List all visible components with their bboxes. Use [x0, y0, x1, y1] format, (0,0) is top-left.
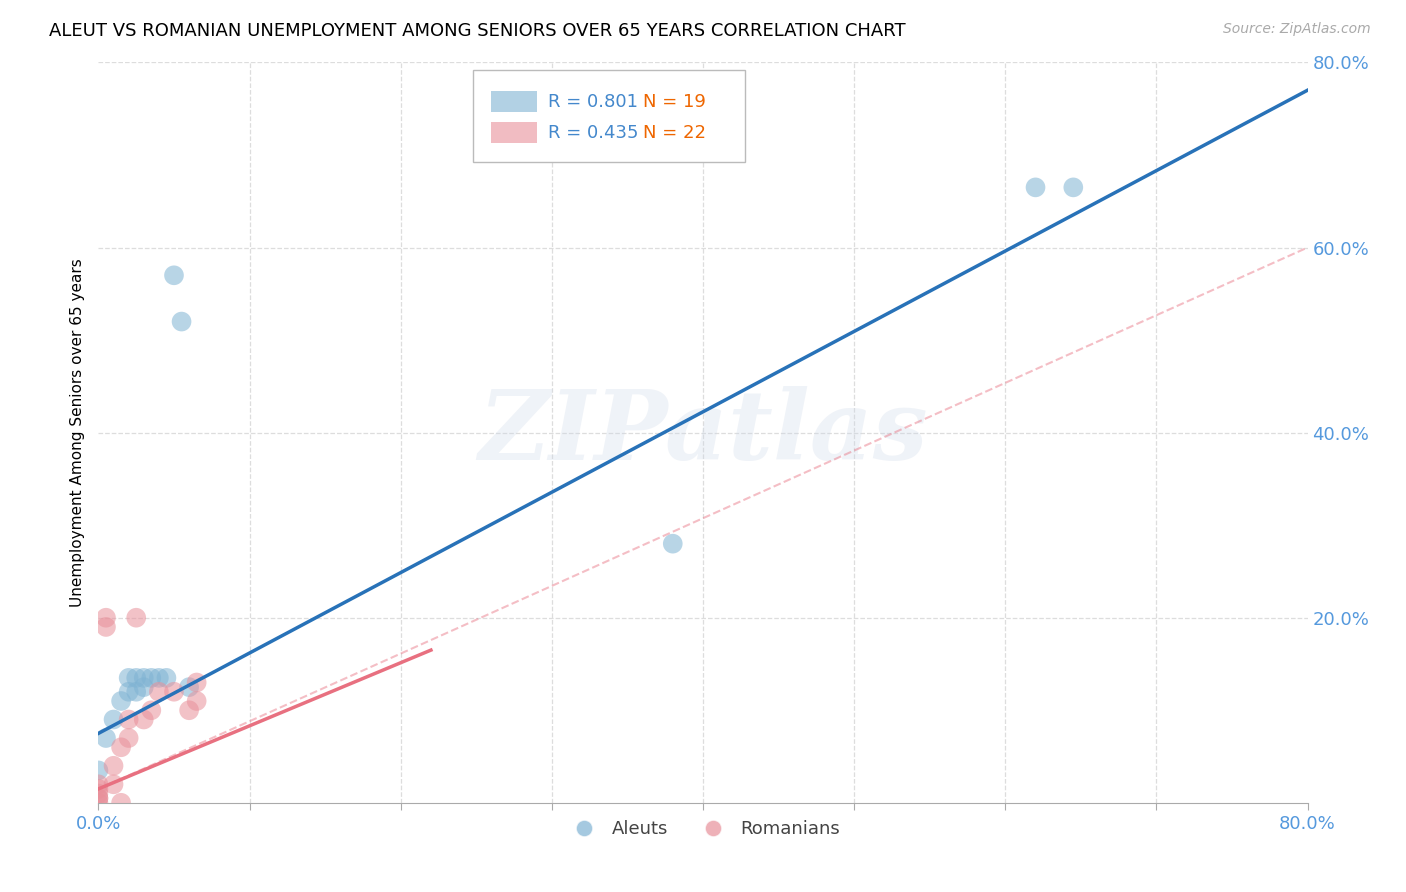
Point — [148, 671, 170, 685]
Point — [87, 777, 110, 791]
Point — [94, 610, 117, 624]
Point — [179, 680, 201, 694]
Point — [87, 781, 110, 796]
Point — [103, 713, 125, 727]
Point — [1062, 180, 1084, 194]
Point — [110, 740, 132, 755]
Y-axis label: Unemployment Among Seniors over 65 years: Unemployment Among Seniors over 65 years — [69, 259, 84, 607]
Point — [132, 680, 155, 694]
Point — [118, 685, 141, 699]
Point — [125, 685, 148, 699]
Point — [87, 791, 110, 805]
Text: R = 0.435: R = 0.435 — [548, 124, 638, 142]
Text: N = 19: N = 19 — [643, 93, 706, 111]
Point — [1024, 180, 1046, 194]
Point — [179, 703, 201, 717]
Point — [87, 764, 110, 778]
Point — [94, 731, 117, 745]
Point — [125, 610, 148, 624]
Point — [87, 787, 110, 801]
Legend: Aleuts, Romanians: Aleuts, Romanians — [560, 814, 846, 846]
Point — [170, 314, 193, 328]
FancyBboxPatch shape — [474, 70, 745, 162]
Bar — [492, 91, 537, 112]
Point — [148, 685, 170, 699]
Point — [110, 694, 132, 708]
Point — [118, 713, 141, 727]
Point — [132, 671, 155, 685]
Text: ALEUT VS ROMANIAN UNEMPLOYMENT AMONG SENIORS OVER 65 YEARS CORRELATION CHART: ALEUT VS ROMANIAN UNEMPLOYMENT AMONG SEN… — [49, 22, 905, 40]
Point — [163, 685, 186, 699]
Text: ZIPatlas: ZIPatlas — [478, 385, 928, 480]
Point — [661, 536, 683, 550]
Point — [103, 758, 125, 772]
Text: Source: ZipAtlas.com: Source: ZipAtlas.com — [1223, 22, 1371, 37]
Point — [103, 777, 125, 791]
Bar — [492, 122, 537, 143]
Point — [186, 694, 208, 708]
Point — [94, 620, 117, 634]
Point — [87, 791, 110, 805]
Text: R = 0.801: R = 0.801 — [548, 93, 638, 111]
Point — [132, 713, 155, 727]
Point — [118, 731, 141, 745]
Point — [87, 796, 110, 810]
Point — [155, 671, 177, 685]
Point — [163, 268, 186, 283]
Point — [141, 703, 163, 717]
Point — [141, 671, 163, 685]
Point — [125, 671, 148, 685]
Point — [186, 675, 208, 690]
Text: N = 22: N = 22 — [643, 124, 706, 142]
Point — [118, 671, 141, 685]
Point — [110, 796, 132, 810]
